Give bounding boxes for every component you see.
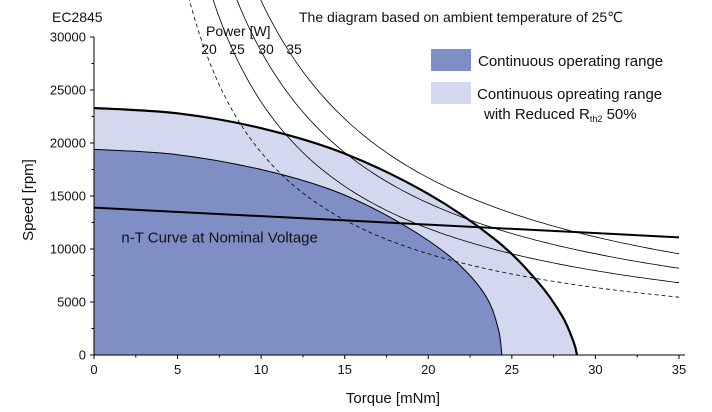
y-axis-title: Speed [rpm] [20,159,37,241]
x-tick-label: 15 [337,362,351,377]
x-tick-label: 35 [672,362,686,377]
x-tick-label: 5 [174,362,181,377]
x-tick-label: 25 [505,362,519,377]
power-curve-30w [236,0,680,269]
x-tick-label: 30 [588,362,602,377]
y-ticks: 0 5000 10000 15000 20000 25000 30000 [50,30,94,363]
y-tick-label: 5000 [57,295,86,310]
y-tick-label: 10000 [50,242,86,257]
nt-curve-label: n-T Curve at Nominal Voltage [121,229,318,246]
legend-label-continuous: Continuous operating range [478,53,663,70]
x-axis-title: Torque [mNm] [346,390,440,407]
legend-label-reduced-sub: with Reduced Rth2 50% [483,106,637,124]
continuous-range-region [94,149,502,355]
x-ticks: 0 5 10 15 20 25 30 35 [90,355,686,377]
power-tick-25: 25 [229,41,245,57]
legend-sub-suffix: 50% [602,106,636,123]
continuous-range-boundary [93,148,503,356]
reduced-rth2-boundary [93,106,579,356]
y-tick-label: 15000 [50,189,86,204]
operating-regions [93,106,579,356]
legend-swatch-continuous [431,49,471,71]
power-tick-30: 30 [258,41,274,57]
y-tick-label: 0 [79,348,86,363]
legend: Continuous operating range Continuous op… [431,49,663,124]
power-label: Power [W] [206,23,271,39]
axes: 0 5 10 15 20 25 30 35 0 5000 10000 15000 20000 25000… [50,30,686,378]
legend-sub-prefix: with Reduced R [483,106,590,123]
chart-title: The diagram based on ambient temperature… [299,9,623,25]
power-curves [188,0,680,298]
power-tick-labels: 20 25 30 35 [201,41,302,57]
power-curve-35w [260,0,680,255]
x-tick-label: 20 [421,362,435,377]
nt-curve-line [93,206,680,239]
legend-label-reduced: Continuous opreating range [477,86,662,103]
power-tick-35: 35 [286,41,302,57]
legend-swatch-reduced [431,82,471,104]
power-tick-20: 20 [201,41,217,57]
y-tick-label: 30000 [50,30,86,45]
x-tick-label: 10 [254,362,268,377]
x-tick-label: 0 [90,362,97,377]
y-tick-label: 20000 [50,136,86,151]
y-tick-label: 25000 [50,83,86,98]
model-label: EC2845 [52,9,103,25]
legend-sub-subscript: th2 [590,114,603,124]
power-curve-25w [212,0,680,284]
